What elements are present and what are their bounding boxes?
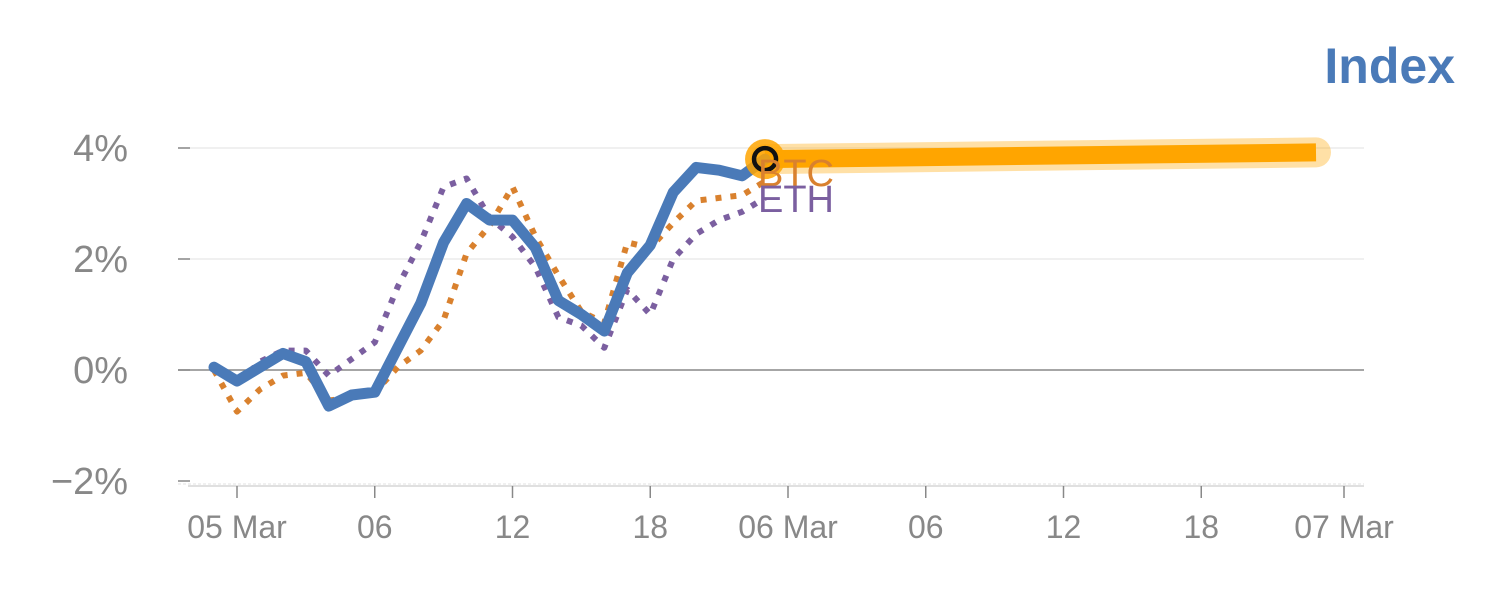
end-marker [751,145,779,173]
series-index [208,153,771,412]
y-axis: −2% 0% 2% 4% [51,128,190,503]
x-tick-label-0: 05 Mar [187,509,287,545]
x-tick-label-4: 06 Mar [738,509,838,545]
series-layer [208,137,1331,415]
x-tick-label-5: 06 [908,509,944,545]
x-tick-label-8: 07 Mar [1294,509,1394,545]
series-label-eth: ETH [758,179,834,221]
y-tick-label-0: −2% [51,461,128,503]
series-label-btc: BTC [758,153,834,195]
series-labels: BTC ETH [758,153,834,221]
y-tick-label-3: 4% [73,128,128,170]
y-tick-label-1: 0% [73,350,128,392]
x-tick-label-6: 12 [1046,509,1082,545]
chart-title: Index [1324,38,1455,94]
x-tick-label-2: 12 [495,509,531,545]
x-axis: 05 Mar 06 12 18 06 Mar 06 12 18 07 Mar [187,485,1394,545]
x-tick-label-7: 18 [1183,509,1219,545]
x-tick-label-1: 06 [357,509,393,545]
end-marker-halo [745,139,786,180]
x-tick-label-3: 18 [632,509,668,545]
series-forecast-band [764,143,1317,169]
y-tick-label-2: 2% [73,239,128,281]
